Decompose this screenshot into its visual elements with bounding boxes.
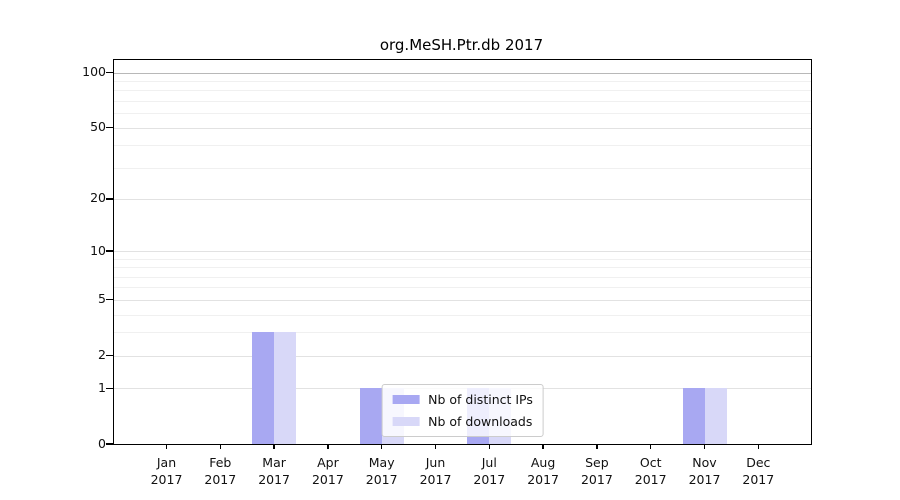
y-tick-mark bbox=[106, 387, 113, 389]
y-tick-label: 100 bbox=[82, 64, 106, 79]
x-tick-month: Jul bbox=[481, 455, 497, 470]
bar-downloads bbox=[704, 388, 727, 444]
y-tick-mark bbox=[106, 250, 113, 252]
x-tick-label: Jan 2017 bbox=[127, 454, 207, 488]
x-tick-month: Aug bbox=[530, 455, 556, 470]
x-tick-mark bbox=[273, 444, 275, 449]
major-gridline bbox=[114, 127, 811, 129]
y-tick-label: 2 bbox=[98, 347, 106, 363]
legend-item-distinct-ips: Nb of distinct IPs bbox=[392, 392, 533, 407]
x-tick-year: 2017 bbox=[580, 472, 613, 487]
minor-gridline bbox=[114, 113, 811, 115]
x-tick-label: Aug 2017 bbox=[503, 454, 583, 488]
minor-gridline bbox=[114, 90, 811, 92]
y-tick-label: 10 bbox=[90, 242, 106, 258]
x-tick-mark bbox=[757, 444, 759, 449]
plot-area: 0 1 2 5 10 20 50 100 Jan 2017 Feb 2017 Mar 2017 Apr 201… bbox=[82, 59, 812, 487]
minor-gridline bbox=[114, 332, 811, 334]
x-tick-label: Feb 2017 bbox=[180, 454, 260, 488]
x-tick-mark bbox=[219, 444, 221, 449]
y-tick-mark bbox=[106, 299, 113, 301]
x-tick-label: Nov 2017 bbox=[665, 454, 745, 488]
x-tick-mark bbox=[703, 444, 706, 449]
minor-gridline bbox=[114, 287, 811, 289]
y-tick-label: 20 bbox=[90, 190, 106, 206]
x-tick-label: Sep 2017 bbox=[557, 454, 637, 488]
x-tick-month: Mar bbox=[262, 455, 286, 470]
x-tick-mark bbox=[381, 444, 383, 449]
y-tick-label: 1 bbox=[98, 379, 106, 395]
x-tick-year: 2017 bbox=[634, 472, 667, 487]
legend-item-downloads: Nb of downloads bbox=[392, 414, 533, 429]
major-gridline bbox=[114, 299, 811, 301]
y-tick-mark bbox=[106, 71, 113, 74]
x-tick-label: Dec 2017 bbox=[718, 454, 798, 488]
minor-gridline bbox=[114, 276, 811, 278]
x-tick-month: Apr bbox=[317, 455, 339, 470]
x-tick-mark bbox=[596, 444, 598, 449]
minor-gridline bbox=[114, 258, 811, 260]
x-tick-year: 2017 bbox=[204, 472, 237, 487]
minor-gridline bbox=[114, 267, 811, 269]
x-tick-year: 2017 bbox=[365, 472, 398, 487]
x-tick-year: 2017 bbox=[527, 472, 559, 487]
x-tick-mark bbox=[327, 444, 329, 449]
minor-gridline bbox=[114, 314, 811, 316]
x-tick-mark bbox=[542, 444, 544, 449]
x-tick-mark bbox=[434, 444, 437, 449]
y-tick-label: 50 bbox=[90, 119, 106, 134]
minor-gridline bbox=[114, 145, 811, 147]
minor-gridline bbox=[114, 80, 811, 82]
x-tick-label: Apr 2017 bbox=[288, 454, 368, 488]
x-tick-mark bbox=[650, 444, 652, 449]
minor-gridline bbox=[114, 100, 811, 102]
bar-distinct-ips bbox=[682, 388, 705, 444]
x-tick-month: Oct bbox=[639, 455, 662, 470]
minor-gridline bbox=[114, 167, 811, 169]
x-tick-year: 2017 bbox=[419, 472, 452, 487]
x-tick-year: 2017 bbox=[150, 472, 183, 487]
major-gridline bbox=[114, 198, 811, 200]
major-gridline bbox=[114, 251, 811, 252]
x-tick-mark bbox=[165, 444, 168, 449]
x-tick-label: Oct 2017 bbox=[611, 454, 691, 488]
y-tick-mark bbox=[106, 126, 113, 129]
x-tick-month: Sep bbox=[585, 455, 609, 470]
legend-swatch-downloads bbox=[392, 417, 420, 426]
major-gridline bbox=[114, 72, 811, 74]
major-gridline bbox=[114, 355, 811, 357]
x-tick-month: Jan bbox=[156, 455, 177, 470]
y-tick-label: 5 bbox=[98, 291, 106, 307]
x-tick-label: Mar 2017 bbox=[234, 454, 314, 488]
legend: Nb of distinct IPs Nb of downloads bbox=[381, 384, 544, 437]
x-tick-year: 2017 bbox=[311, 472, 344, 487]
bar-distinct-ips bbox=[252, 332, 275, 444]
x-tick-year: 2017 bbox=[473, 472, 506, 487]
x-tick-month: Feb bbox=[209, 455, 232, 470]
x-tick-mark bbox=[488, 444, 490, 449]
x-tick-label: Jul 2017 bbox=[449, 454, 529, 488]
bar-downloads bbox=[274, 332, 297, 444]
x-tick-month: Nov bbox=[692, 455, 717, 470]
x-tick-month: Dec bbox=[746, 455, 771, 470]
x-tick-label: May 2017 bbox=[342, 454, 422, 488]
y-tick-mark bbox=[106, 443, 113, 445]
x-tick-year: 2017 bbox=[742, 472, 775, 487]
x-tick-month: Jun bbox=[425, 455, 446, 470]
y-tick-mark bbox=[106, 354, 113, 357]
legend-swatch-distinct-ips bbox=[392, 395, 420, 404]
x-tick-month: May bbox=[368, 455, 395, 470]
x-tick-year: 2017 bbox=[258, 472, 290, 487]
bar-distinct-ips bbox=[359, 388, 382, 444]
y-tick-mark bbox=[106, 198, 113, 200]
chart-title: org.MeSH.Ptr.db 2017 bbox=[379, 36, 544, 54]
legend-label: Nb of downloads bbox=[428, 414, 533, 429]
y-tick-label: 0 bbox=[98, 435, 106, 451]
legend-label: Nb of distinct IPs bbox=[428, 392, 533, 407]
x-tick-year: 2017 bbox=[688, 472, 721, 487]
x-tick-label: Jun 2017 bbox=[396, 454, 476, 488]
